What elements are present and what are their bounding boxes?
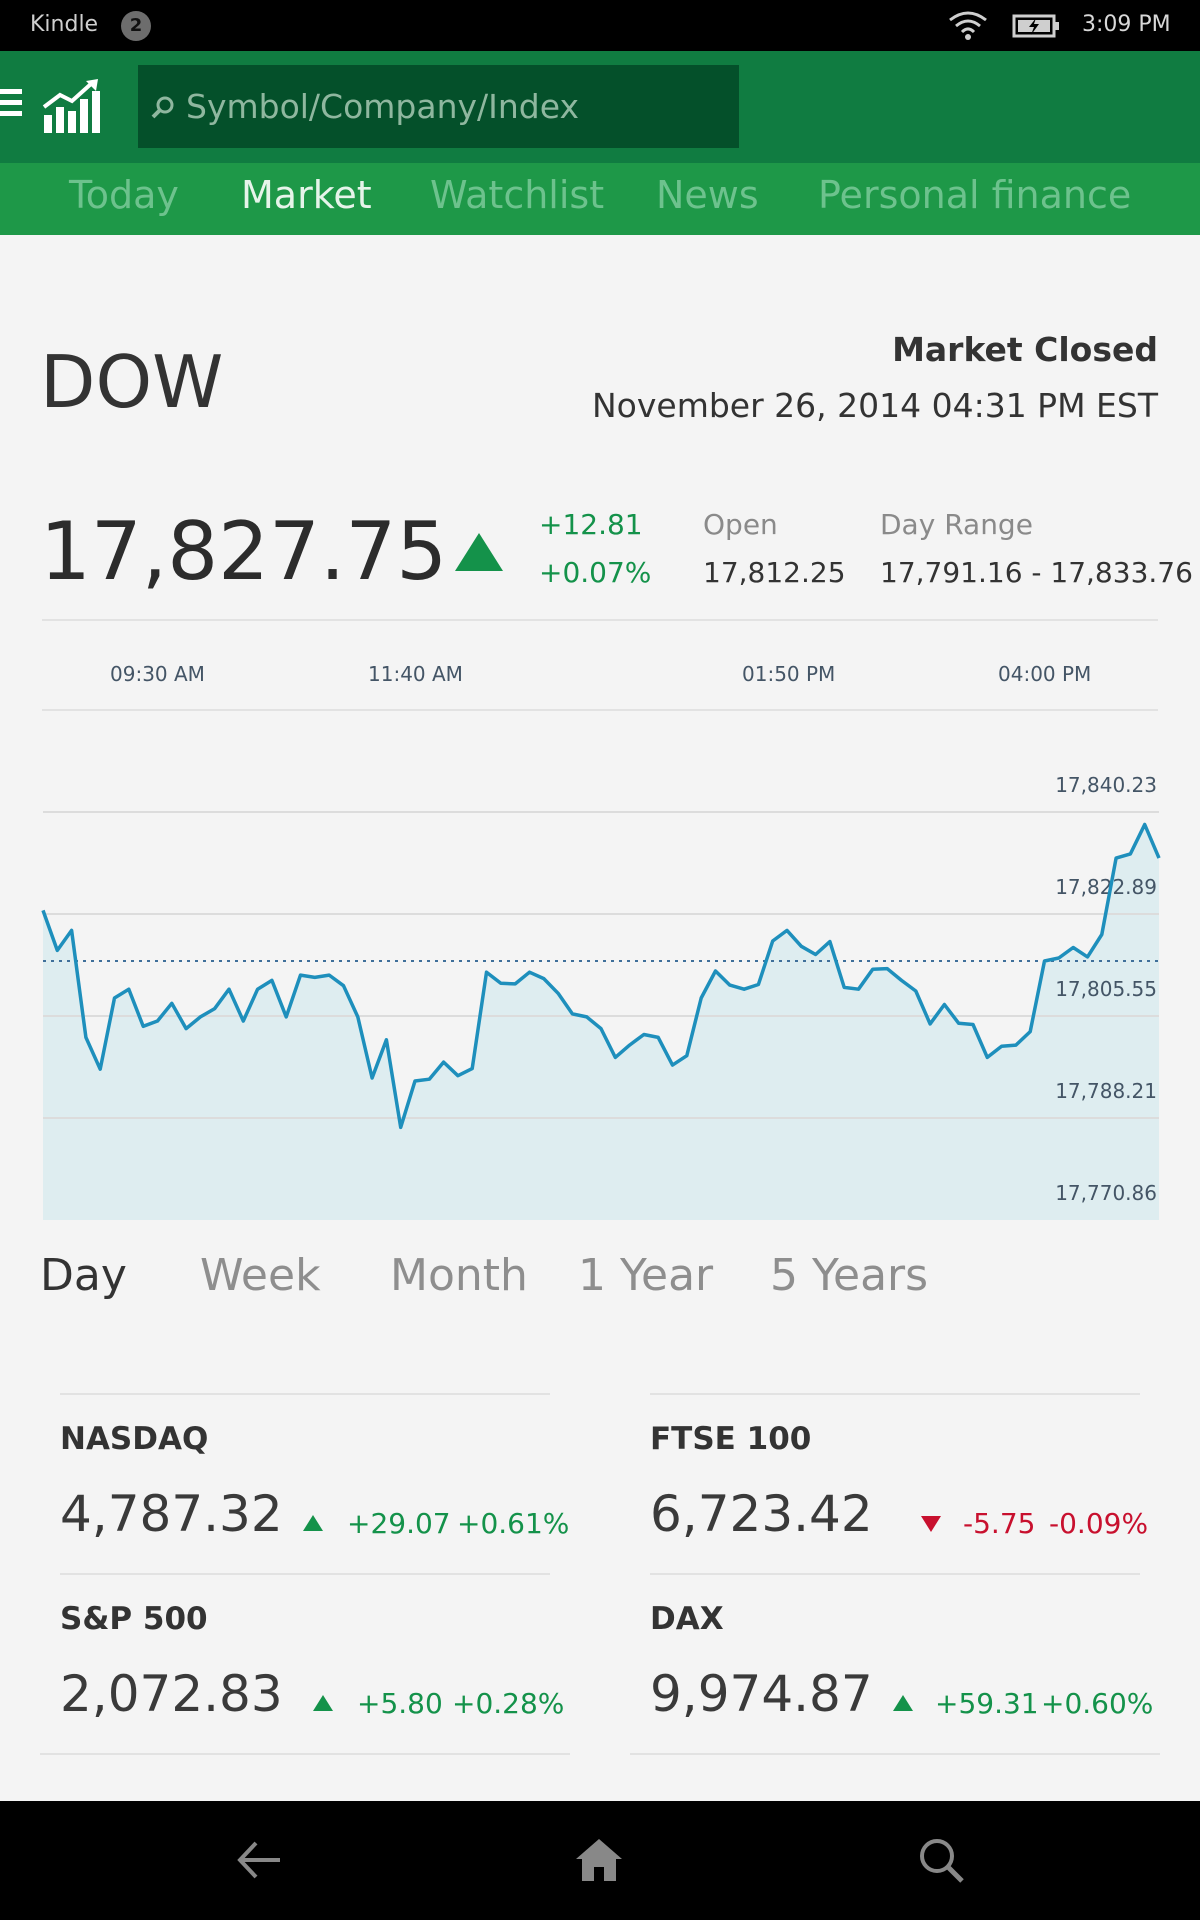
divider (630, 1753, 1160, 1755)
search-input[interactable] (184, 83, 728, 129)
card-title: FTSE 100 (650, 1421, 812, 1457)
divider (40, 1753, 570, 1755)
y-tick-label: 17,788.21 (1055, 1079, 1157, 1103)
nav-tabs: Today Market Watchlist News Personal fin… (0, 163, 1200, 235)
card-value: 4,787.32 (60, 1485, 283, 1543)
wifi-icon (949, 11, 987, 40)
search-nav-icon[interactable] (914, 1833, 968, 1887)
down-arrow-icon (921, 1516, 941, 1532)
card-change-percent: +0.61% (457, 1507, 570, 1540)
card-title: DAX (650, 1601, 724, 1637)
range-week[interactable]: Week (200, 1250, 321, 1301)
battery-icon (1012, 14, 1059, 38)
y-tick-label: 17,805.55 (1055, 977, 1157, 1001)
divider (42, 709, 1158, 711)
series-line (41, 822, 1161, 1130)
up-arrow-icon (455, 533, 503, 571)
divider (60, 1393, 550, 1395)
change-percent: +0.07% (539, 556, 652, 589)
range-month[interactable]: Month (390, 1250, 528, 1301)
day-range-label: Day Range (880, 508, 1033, 541)
market-datetime: November 26, 2014 04:31 PM EST (591, 386, 1158, 425)
tab-watchlist[interactable]: Watchlist (430, 173, 605, 217)
home-icon[interactable] (572, 1833, 626, 1887)
card-value: 9,974.87 (650, 1665, 873, 1723)
tab-personal-finance[interactable]: Personal finance (818, 173, 1132, 217)
card-value: 2,072.83 (60, 1665, 283, 1723)
search-box[interactable] (138, 65, 739, 148)
tab-news[interactable]: News (656, 173, 759, 217)
x-tick-label: 09:30 AM (110, 662, 205, 686)
day-range-value: 17,791.16 - 17,833.76 (880, 556, 1193, 589)
index-price: 17,827.75 (40, 505, 448, 598)
price-chart[interactable]: 17,840.23 17,822.89 17,805.55 17,788.21 17,7… (0, 700, 1200, 1225)
search-icon (151, 96, 174, 119)
divider (42, 619, 1158, 621)
card-change-points: +59.31 (935, 1687, 1039, 1720)
card-change-points: +5.80 (357, 1687, 443, 1720)
open-label: Open (703, 508, 778, 541)
tab-market[interactable]: Market (241, 173, 372, 217)
status-app-name: Kindle (30, 12, 99, 37)
card-change-percent: -0.09% (1049, 1507, 1149, 1540)
up-arrow-icon (303, 1515, 323, 1531)
card-change-points: +29.07 (347, 1507, 451, 1540)
chart-area (43, 824, 1159, 1220)
divider (60, 1573, 550, 1575)
back-icon[interactable] (232, 1833, 286, 1887)
y-tick-label: 17,840.23 (1055, 773, 1157, 797)
x-tick-label: 01:50 PM (742, 662, 836, 686)
app-header (0, 51, 1200, 163)
open-value: 17,812.25 (703, 556, 846, 589)
divider (650, 1393, 1140, 1395)
divider (650, 1573, 1140, 1575)
y-tick-label: 17,770.86 (1055, 1181, 1157, 1205)
card-change-percent: +0.60% (1041, 1687, 1154, 1720)
card-change-points: -5.75 (963, 1507, 1036, 1540)
index-name: DOW (40, 340, 224, 424)
status-time: 3:09 PM (1082, 12, 1171, 37)
x-tick-label: 04:00 PM (998, 662, 1092, 686)
market-status: Market Closed (892, 330, 1158, 369)
range-5-years[interactable]: 5 Years (770, 1250, 929, 1301)
range-1-year[interactable]: 1 Year (578, 1250, 714, 1301)
notification-badge: 2 (121, 11, 151, 41)
card-change-percent: +0.28% (452, 1687, 565, 1720)
change-points: +12.81 (539, 508, 643, 541)
card-title: NASDAQ (60, 1421, 209, 1457)
x-tick-label: 11:40 AM (368, 662, 463, 686)
card-title: S&P 500 (60, 1601, 208, 1637)
logo-chart-icon (42, 79, 100, 133)
range-day[interactable]: Day (40, 1250, 127, 1301)
status-bar: Kindle 2 3:09 PM (0, 0, 1200, 51)
y-tick-label: 17,822.89 (1055, 875, 1157, 899)
card-value: 6,723.42 (650, 1485, 873, 1543)
tab-today[interactable]: Today (69, 173, 179, 217)
up-arrow-icon (893, 1695, 913, 1711)
system-nav-bar (0, 1801, 1200, 1920)
up-arrow-icon (313, 1695, 333, 1711)
menu-icon[interactable] (0, 89, 22, 119)
